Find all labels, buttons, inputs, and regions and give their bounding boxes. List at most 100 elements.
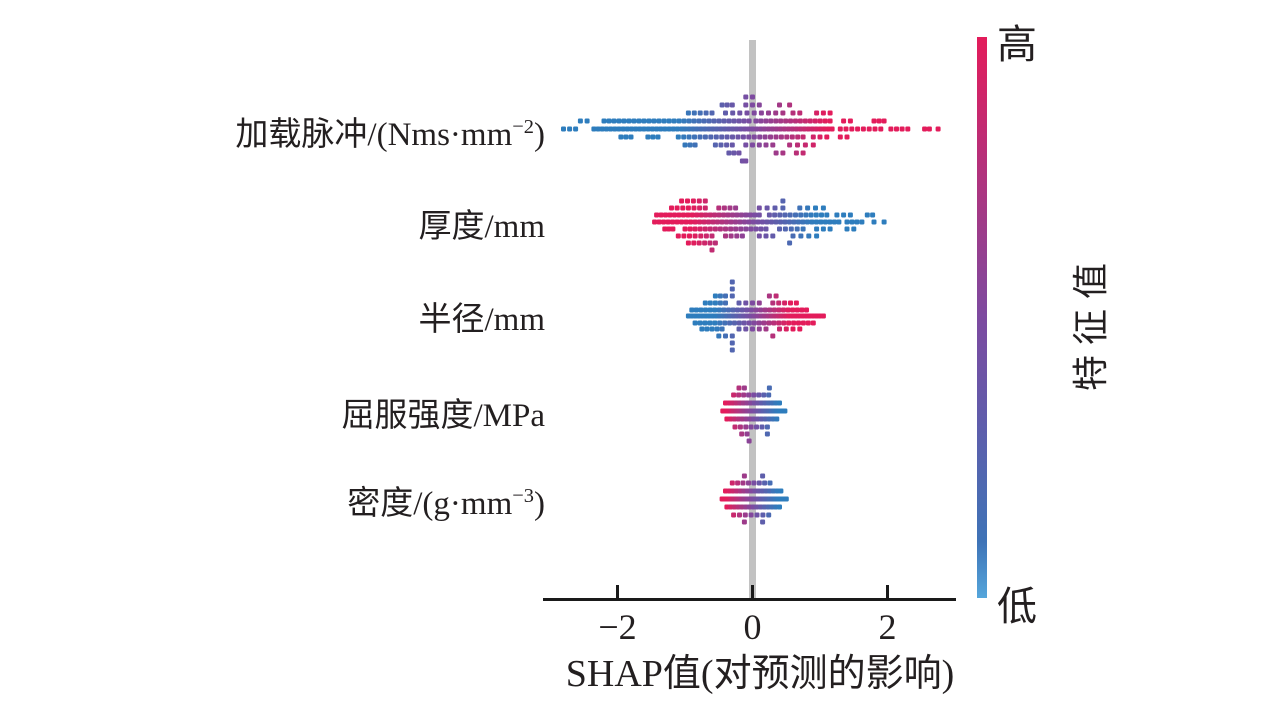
data-point bbox=[777, 400, 782, 406]
data-point bbox=[757, 134, 763, 140]
data-point bbox=[866, 126, 872, 132]
data-point bbox=[658, 212, 664, 218]
data-point bbox=[881, 219, 887, 225]
data-point bbox=[662, 126, 668, 132]
data-point bbox=[825, 126, 831, 132]
data-point bbox=[670, 219, 676, 225]
data-point bbox=[736, 326, 742, 332]
data-point bbox=[733, 226, 739, 232]
data-point bbox=[707, 307, 713, 313]
data-point bbox=[687, 226, 693, 232]
data-point bbox=[797, 118, 803, 124]
data-point bbox=[729, 286, 735, 292]
data-point bbox=[806, 233, 812, 239]
data-point bbox=[618, 134, 624, 140]
data-point bbox=[717, 320, 723, 326]
data-point bbox=[797, 205, 803, 211]
data-point bbox=[702, 134, 708, 140]
data-point bbox=[708, 134, 714, 140]
data-point bbox=[690, 126, 696, 132]
data-point bbox=[827, 219, 833, 225]
data-point bbox=[688, 219, 694, 225]
data-point bbox=[786, 320, 792, 326]
superscript: −2 bbox=[512, 116, 534, 138]
data-point bbox=[651, 118, 657, 124]
data-point bbox=[736, 118, 742, 124]
data-point bbox=[712, 240, 718, 246]
data-point bbox=[691, 205, 697, 211]
data-point bbox=[698, 126, 704, 132]
data-point bbox=[756, 326, 762, 332]
data-point bbox=[709, 233, 715, 239]
data-point bbox=[782, 300, 788, 306]
data-point bbox=[711, 118, 717, 124]
data-point bbox=[682, 226, 688, 232]
data-point bbox=[716, 307, 722, 313]
data-point bbox=[636, 118, 642, 124]
data-point bbox=[729, 340, 735, 346]
data-point bbox=[773, 134, 779, 140]
data-point bbox=[738, 212, 744, 218]
data-point bbox=[624, 126, 630, 132]
data-point bbox=[685, 110, 691, 116]
data-point bbox=[741, 118, 747, 124]
data-point bbox=[685, 205, 691, 211]
data-point bbox=[709, 110, 715, 116]
data-point bbox=[682, 126, 688, 132]
data-point bbox=[843, 126, 849, 132]
data-point bbox=[741, 473, 747, 479]
data-point bbox=[758, 416, 764, 422]
data-point bbox=[721, 212, 727, 218]
data-point bbox=[738, 126, 744, 132]
data-point bbox=[789, 126, 795, 132]
data-point bbox=[777, 504, 782, 510]
data-point bbox=[760, 512, 766, 518]
data-point bbox=[780, 110, 786, 116]
data-point bbox=[773, 150, 779, 156]
data-point bbox=[768, 118, 774, 124]
data-point bbox=[762, 307, 768, 313]
data-point bbox=[772, 212, 778, 218]
data-point bbox=[750, 300, 755, 306]
data-point bbox=[584, 118, 590, 124]
data-point bbox=[755, 219, 761, 225]
data-point bbox=[777, 102, 782, 108]
colorbar-title: 特征值 bbox=[1071, 252, 1111, 392]
data-point bbox=[702, 126, 708, 132]
data-point bbox=[680, 205, 686, 211]
data-point bbox=[756, 480, 762, 486]
data-point bbox=[656, 219, 662, 225]
data-point bbox=[750, 126, 756, 132]
data-point bbox=[739, 431, 745, 437]
data-point bbox=[626, 118, 632, 124]
data-point bbox=[751, 134, 757, 140]
data-point bbox=[731, 118, 737, 124]
data-point bbox=[780, 198, 786, 204]
data-point bbox=[742, 512, 748, 518]
data-point bbox=[758, 504, 764, 510]
data-point bbox=[876, 118, 882, 124]
data-point bbox=[730, 110, 736, 116]
data-point bbox=[716, 333, 722, 339]
data-point bbox=[855, 126, 861, 132]
data-point bbox=[663, 212, 669, 218]
data-point bbox=[820, 313, 826, 319]
data-point bbox=[746, 118, 752, 124]
data-point bbox=[782, 219, 788, 225]
data-point bbox=[766, 392, 772, 398]
data-point bbox=[824, 134, 830, 140]
data-point bbox=[742, 126, 748, 132]
data-point bbox=[753, 226, 759, 232]
data-point bbox=[822, 118, 828, 124]
data-point bbox=[649, 126, 655, 132]
data-point bbox=[661, 118, 667, 124]
data-point bbox=[623, 134, 629, 140]
data-point bbox=[721, 307, 727, 313]
data-point bbox=[849, 219, 855, 225]
data-point bbox=[878, 126, 884, 132]
data-point bbox=[773, 118, 779, 124]
data-point bbox=[750, 102, 755, 108]
data-point bbox=[729, 279, 735, 285]
data-point bbox=[819, 212, 824, 218]
data-point bbox=[703, 212, 709, 218]
